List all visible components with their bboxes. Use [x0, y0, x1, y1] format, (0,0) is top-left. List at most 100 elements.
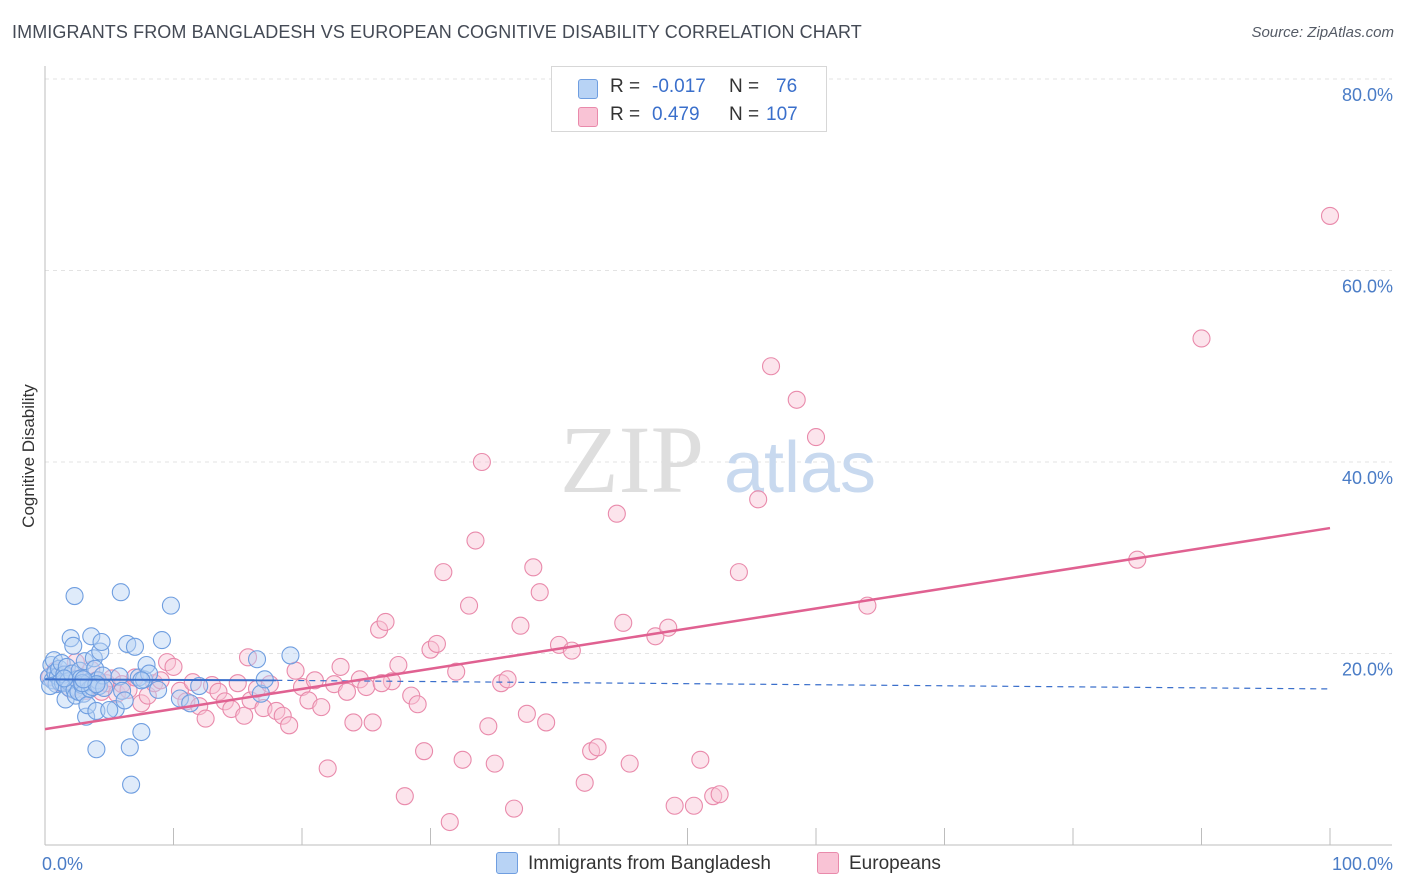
- data-point-europeans: [588, 738, 607, 757]
- data-point-europeans: [537, 713, 556, 732]
- data-point-europeans: [372, 674, 391, 693]
- trend-lines: [44, 526, 1331, 731]
- legend-swatch-pink: [578, 107, 598, 127]
- data-point-bangladesh: [132, 722, 151, 742]
- data-point-bangladesh: [65, 586, 84, 606]
- data-point-europeans: [286, 661, 305, 680]
- data-point-europeans: [312, 698, 331, 717]
- data-point-europeans: [370, 620, 389, 639]
- data-point-bangladesh: [86, 659, 105, 678]
- data-point-bangladesh: [41, 677, 60, 696]
- data-point-europeans: [479, 717, 498, 736]
- correlation-legend: R = -0.017 N = 76 R = 0.479 N = 107: [551, 66, 827, 132]
- y-axis-title: Cognitive Disability: [19, 384, 38, 528]
- data-point-bangladesh: [149, 680, 168, 699]
- data-point-europeans: [408, 695, 427, 714]
- data-point-bangladesh: [87, 740, 106, 759]
- data-point-europeans: [806, 428, 826, 447]
- data-point-europeans: [318, 759, 337, 778]
- watermark-atlas: atlas: [724, 428, 876, 508]
- data-point-europeans: [415, 742, 434, 761]
- legend-r-label: R =: [610, 104, 641, 125]
- legend-r-label: R =: [610, 76, 641, 97]
- data-point-europeans: [453, 750, 472, 769]
- data-point-bangladesh: [140, 664, 159, 683]
- data-point-europeans: [389, 655, 408, 675]
- data-point-europeans: [440, 812, 459, 832]
- data-point-bangladesh: [87, 701, 106, 721]
- data-point-bangladesh: [281, 646, 300, 665]
- data-point-bangladesh: [64, 636, 83, 655]
- data-point-europeans: [614, 613, 633, 632]
- data-point-europeans: [498, 670, 517, 689]
- data-point-bangladesh: [125, 637, 144, 656]
- data-point-europeans: [228, 674, 247, 693]
- data-point-europeans: [447, 662, 466, 681]
- data-point-bangladesh: [82, 627, 101, 646]
- data-point-europeans: [749, 490, 768, 509]
- data-point-bangladesh: [247, 650, 267, 669]
- data-point-bangladesh: [92, 632, 111, 652]
- y-tick-label: 20.0%: [1342, 660, 1393, 680]
- data-point-europeans: [395, 787, 414, 806]
- x-tick-label: 0.0%: [42, 854, 83, 874]
- y-tick-label: 60.0%: [1342, 277, 1393, 297]
- data-point-europeans: [164, 657, 183, 676]
- watermark: ZIP atlas: [560, 406, 876, 513]
- data-point-europeans: [710, 785, 729, 804]
- data-point-bangladesh: [100, 700, 119, 720]
- data-point-europeans: [620, 754, 639, 773]
- data-point-europeans: [466, 531, 485, 550]
- data-point-bangladesh: [152, 631, 171, 650]
- data-point-bangladesh: [181, 694, 200, 713]
- tick-labels: 20.0% 40.0% 60.0% 80.0% 0.0% 100.0%: [42, 85, 1393, 874]
- data-point-europeans: [427, 634, 446, 653]
- data-point-bangladesh: [91, 642, 110, 661]
- source-label: Source: ZipAtlas.com: [1251, 24, 1394, 41]
- data-point-bangladesh: [110, 667, 129, 686]
- data-point-europeans: [209, 682, 228, 701]
- bottom-legend-swatch-blue: [496, 852, 518, 874]
- data-point-europeans: [485, 754, 504, 773]
- data-point-europeans: [238, 648, 258, 667]
- watermark-zip: ZIP: [560, 406, 704, 513]
- data-point-europeans: [504, 799, 524, 818]
- legend-r-value: 0.479: [652, 104, 700, 125]
- data-point-europeans: [235, 706, 254, 725]
- data-point-bangladesh: [161, 596, 180, 615]
- data-point-europeans: [517, 704, 536, 723]
- data-point-europeans: [761, 357, 781, 376]
- bottom-legend-swatch-pink: [817, 852, 839, 874]
- data-point-europeans: [665, 796, 684, 815]
- data-point-europeans: [607, 504, 626, 523]
- data-point-bangladesh: [122, 775, 141, 794]
- data-point-europeans: [376, 612, 395, 631]
- data-point-bangladesh: [120, 738, 139, 757]
- data-point-europeans: [170, 681, 189, 700]
- data-point-europeans: [729, 563, 748, 582]
- data-point-europeans: [472, 452, 491, 472]
- data-point-europeans: [434, 563, 453, 582]
- data-point-bangladesh: [115, 691, 134, 710]
- legend-row-europeans: R = 0.479 N = 107: [552, 101, 826, 131]
- series-europeans: [41, 206, 1340, 832]
- data-point-bangladesh: [55, 669, 74, 688]
- x-tick-label: 100.0%: [1332, 854, 1393, 874]
- data-point-europeans: [691, 750, 710, 769]
- data-point-europeans: [1320, 206, 1340, 225]
- series-bangladesh: [39, 583, 300, 794]
- data-point-europeans: [459, 596, 479, 615]
- data-point-europeans: [331, 657, 350, 676]
- data-point-europeans: [524, 558, 543, 577]
- data-point-europeans: [196, 709, 215, 728]
- trend-line-europeans: [44, 526, 1331, 731]
- data-point-bangladesh: [190, 677, 209, 696]
- y-tick-label: 40.0%: [1342, 468, 1393, 488]
- data-point-europeans: [337, 682, 357, 701]
- data-point-europeans: [530, 583, 549, 602]
- bottom-legend-label: Europeans: [849, 853, 941, 874]
- bottom-legend-label: Immigrants from Bangladesh: [528, 853, 771, 874]
- legend-n-value: 76: [776, 76, 798, 97]
- legend-n-label: N =: [729, 104, 760, 125]
